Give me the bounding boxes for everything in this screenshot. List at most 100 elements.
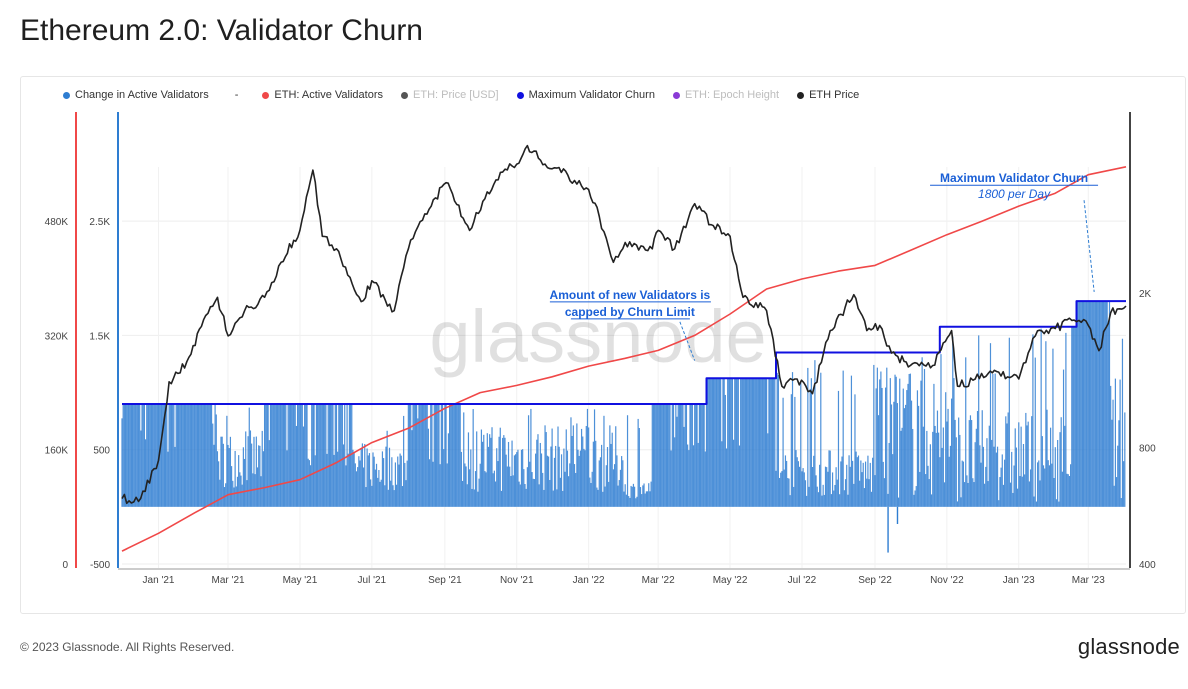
- change-bar: [658, 403, 660, 507]
- change-bar: [986, 438, 988, 507]
- change-bar: [413, 403, 415, 507]
- change-bar: [141, 403, 143, 507]
- change-bar: [758, 378, 761, 507]
- glassnode-logo: glassnode: [1077, 634, 1180, 659]
- change-bar: [710, 378, 712, 507]
- change-bar: [1110, 385, 1112, 507]
- change-bar: [595, 440, 597, 507]
- change-bar: [782, 397, 784, 507]
- change-bar: [519, 484, 521, 507]
- legend-dot-icon: [516, 91, 524, 99]
- change-bar: [313, 403, 315, 507]
- change-bar: [880, 371, 882, 507]
- change-bar: [1107, 323, 1109, 507]
- change-bar: [751, 378, 754, 507]
- change-bar: [908, 373, 910, 507]
- x-tick-label: Jul '21: [358, 575, 387, 586]
- change-bar: [698, 403, 701, 507]
- change-bar: [433, 403, 435, 507]
- change-bar: [774, 378, 776, 507]
- change-bar: [987, 481, 989, 507]
- change-bar: [784, 455, 787, 507]
- change-bar: [407, 403, 409, 507]
- change-bar: [304, 403, 306, 507]
- change-bar: [562, 490, 564, 507]
- change-bar: [263, 403, 266, 507]
- change-bar: [895, 376, 897, 507]
- legend-item-dash[interactable]: -: [235, 89, 239, 101]
- change-bar: [887, 493, 889, 507]
- change-bar: [228, 448, 230, 507]
- change-bar: [910, 400, 913, 507]
- change-bar: [644, 493, 646, 507]
- change-bar: [460, 451, 462, 507]
- change-bar: [358, 456, 360, 507]
- change-bar: [571, 435, 573, 507]
- change-bar: [613, 464, 616, 507]
- change-bar: [374, 469, 376, 507]
- legend-item-maximum-validator-churn[interactable]: Maximum Validator Churn: [516, 89, 655, 101]
- change-bar: [749, 378, 751, 507]
- change-bar: [385, 446, 387, 507]
- change-bar: [732, 439, 735, 507]
- change-bar: [972, 478, 974, 507]
- change-bar: [1062, 369, 1065, 507]
- legend-item-change-in-active-validators[interactable]: Change in Active Validators: [63, 89, 209, 101]
- change-bar: [305, 403, 307, 507]
- change-bar: [856, 457, 858, 507]
- change-bar: [286, 450, 288, 507]
- change-bar: [763, 378, 765, 507]
- change-bar: [1007, 412, 1009, 507]
- change-bar: [958, 417, 960, 507]
- change-bar: [690, 403, 692, 507]
- change-bar: [440, 403, 442, 507]
- change-bar: [720, 378, 722, 507]
- change-bar: [185, 403, 187, 507]
- legend-item-price-usd[interactable]: ETH: Price [USD]: [401, 89, 499, 101]
- change-bar: [847, 494, 849, 507]
- change-bar: [485, 472, 487, 507]
- change-bar: [816, 486, 818, 507]
- change-bar: [347, 453, 349, 507]
- change-bar: [438, 403, 440, 507]
- legend-item-epoch-height[interactable]: ETH: Epoch Height: [672, 89, 779, 101]
- change-bar: [883, 478, 886, 507]
- change-bar: [153, 403, 155, 507]
- change-bar: [873, 364, 875, 507]
- change-bar: [808, 486, 810, 507]
- change-bar: [598, 460, 600, 507]
- change-bar: [163, 403, 166, 507]
- change-bar: [974, 442, 976, 507]
- change-bar: [966, 475, 968, 507]
- change-bar: [139, 403, 141, 507]
- legend-label: -: [234, 89, 239, 101]
- annotation-leader-line: [1083, 200, 1095, 293]
- change-bar: [741, 378, 743, 507]
- change-bar: [410, 403, 412, 507]
- change-bar: [935, 432, 937, 507]
- change-bar: [1022, 444, 1025, 507]
- change-bar: [423, 403, 425, 507]
- change-bar: [767, 433, 769, 507]
- change-bar: [737, 378, 739, 507]
- change-bar: [983, 483, 986, 507]
- change-bar: [281, 403, 283, 507]
- change-bar: [279, 403, 281, 507]
- change-bar: [744, 378, 746, 507]
- change-bar: [565, 429, 567, 507]
- change-bar: [196, 403, 199, 507]
- change-bar: [809, 388, 811, 507]
- change-bar: [1042, 465, 1045, 507]
- change-bar: [265, 403, 267, 507]
- legend-item-eth-price[interactable]: ETH Price: [797, 89, 859, 101]
- change-bar: [586, 408, 589, 507]
- change-bar: [943, 482, 946, 507]
- change-bar: [993, 446, 995, 507]
- change-bar: [650, 481, 652, 507]
- legend-item-active-validators[interactable]: ETH: Active Validators: [262, 89, 383, 101]
- change-bar: [465, 466, 467, 507]
- change-bar: [366, 448, 368, 507]
- x-tick-label: May '21: [283, 575, 318, 586]
- change-bar: [1052, 348, 1054, 507]
- change-bar: [1092, 301, 1094, 507]
